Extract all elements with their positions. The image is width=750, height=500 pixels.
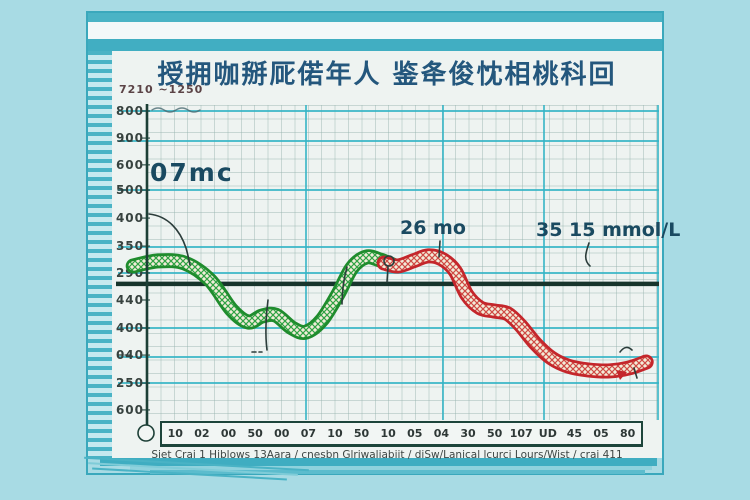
x-tick-label: 80 xyxy=(620,427,636,440)
board-bottom-step xyxy=(130,466,652,470)
y-tick-label: 440 xyxy=(115,292,144,307)
major-gridline-v xyxy=(657,105,659,420)
x-tick-label: 10 xyxy=(380,427,396,440)
x-tick-label: 50 xyxy=(486,427,503,440)
board-spine-stripes xyxy=(88,51,113,458)
chart-title: 授拥咖掰厑偌年人 鉴夅俊忱相桃科回 xyxy=(157,60,617,90)
x-tick-label: 00 xyxy=(274,427,290,440)
annotation-mmol: 35 15 mmol/L xyxy=(536,219,681,241)
board-top-bar xyxy=(88,13,662,22)
x-tick-label: 50 xyxy=(247,427,263,440)
major-gridline-h xyxy=(118,327,659,330)
x-tick-label: 50 xyxy=(353,427,370,440)
x-tick-label: 04 xyxy=(433,427,450,440)
x-tick-label: 10 xyxy=(167,427,183,440)
major-gridline-h xyxy=(118,356,659,358)
x-tick-label: 00 xyxy=(220,427,237,440)
y-tick-label: 290 xyxy=(115,265,144,280)
major-gridline-h xyxy=(118,109,659,112)
y-tick-label: 250 xyxy=(115,376,144,391)
y-tick-label: 040 xyxy=(115,348,144,363)
board-bottom-step xyxy=(150,470,645,474)
major-gridline-v xyxy=(543,105,546,420)
x-tick-label: 05 xyxy=(407,427,423,440)
major-gridline-h xyxy=(118,139,659,142)
x-tick-label: 10 xyxy=(327,427,343,440)
x-tick-label: 30 xyxy=(460,427,476,440)
major-gridline-v xyxy=(304,105,307,420)
annotation-26mo: 26 mo xyxy=(400,217,466,239)
board-mid-bar xyxy=(88,39,662,51)
major-gridline-h xyxy=(118,382,659,385)
y-tick-label: 800 xyxy=(115,103,144,118)
major-gridline-h xyxy=(118,271,659,274)
annotation-dose: 07mc xyxy=(150,158,234,187)
y-tick-label: 400 xyxy=(115,321,144,336)
x-tick-label: UD xyxy=(538,427,557,440)
axis-caption: Siet Crai 1 Hiblows 13Aara / cnesbn Glri… xyxy=(151,449,623,461)
y-tick-label: 600 xyxy=(115,402,144,417)
y-tick-label: 500 xyxy=(115,183,144,198)
y-axis-corner-label: 7210 ~1250 xyxy=(119,83,204,96)
board-bottom-bar xyxy=(100,458,657,466)
x-tick-label: 07 xyxy=(300,427,316,440)
major-gridline-v xyxy=(441,105,444,420)
board-frame xyxy=(86,11,664,475)
x-tick-label: 107 xyxy=(509,427,533,440)
x-tick-label: 02 xyxy=(194,427,210,440)
x-axis-tick-box: 10 02 00 50 00 07 10 50 10 05 04 30 50 107 UD 45 05 80 xyxy=(160,421,643,447)
board-white-strip xyxy=(88,22,662,39)
y-tick-label: 350 xyxy=(115,239,144,254)
x-tick-label: 45 xyxy=(566,427,583,440)
plot-area xyxy=(147,105,658,420)
major-gridline-h xyxy=(118,246,659,249)
major-gridline-h xyxy=(118,189,659,192)
y-tick-label: 600 xyxy=(115,157,144,172)
y-tick-label: 400 xyxy=(115,211,144,226)
x-tick-label: 05 xyxy=(593,427,609,440)
y-tick-label: 900 xyxy=(115,131,144,146)
